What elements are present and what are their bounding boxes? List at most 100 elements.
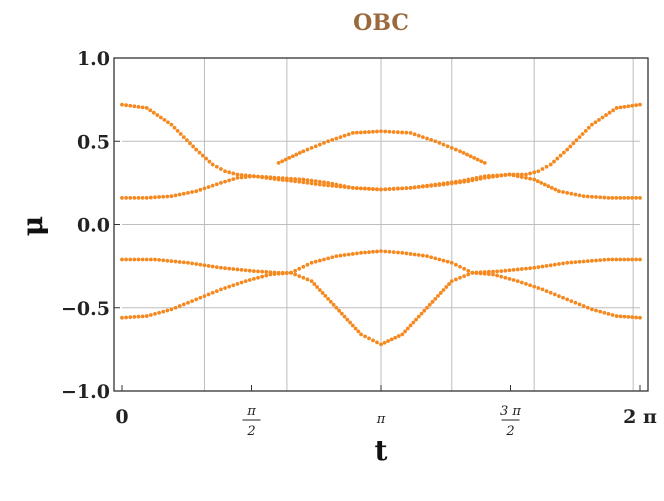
data-point xyxy=(334,305,339,310)
data-point xyxy=(293,272,298,277)
data-point xyxy=(223,169,227,174)
data-point xyxy=(227,178,232,183)
data-point xyxy=(408,185,413,190)
data-point xyxy=(169,259,174,264)
data-point xyxy=(611,108,616,113)
data-point xyxy=(280,176,285,181)
data-point xyxy=(144,257,149,262)
data-point xyxy=(590,194,594,199)
data-point xyxy=(309,146,314,150)
data-point xyxy=(322,183,326,187)
data-point xyxy=(252,174,256,179)
data-point xyxy=(132,315,137,319)
data-point xyxy=(144,106,149,110)
data-point xyxy=(124,195,129,200)
data-point xyxy=(353,326,358,331)
data-point xyxy=(524,172,528,177)
data-point xyxy=(614,195,619,200)
data-point xyxy=(618,314,623,319)
data-point xyxy=(462,266,467,271)
data-point xyxy=(568,144,573,149)
data-point xyxy=(169,194,174,199)
data-point xyxy=(630,257,635,262)
data-point xyxy=(429,183,434,187)
data-point xyxy=(359,332,363,337)
data-point xyxy=(466,268,471,273)
data-point xyxy=(395,130,400,135)
data-point xyxy=(470,176,475,181)
data-point xyxy=(172,125,177,130)
data-point xyxy=(260,274,265,279)
data-point xyxy=(478,175,483,179)
data-point xyxy=(124,257,129,262)
data-point xyxy=(227,284,232,289)
data-point xyxy=(339,311,344,316)
data-point xyxy=(581,304,586,308)
data-point xyxy=(515,267,520,272)
data-point xyxy=(528,266,532,271)
data-point xyxy=(272,175,277,180)
data-point xyxy=(338,183,343,188)
data-point xyxy=(416,133,421,138)
data-point xyxy=(458,264,462,269)
data-point xyxy=(515,279,520,284)
data-point xyxy=(408,252,413,256)
data-point xyxy=(367,250,371,255)
y-axis-ticks: 1.0 0.5 0.0 −0.5 −1.0 xyxy=(61,48,120,403)
data-point xyxy=(363,250,367,255)
data-point xyxy=(482,160,487,165)
x-tick-label: π xyxy=(376,412,386,427)
data-point xyxy=(590,307,594,312)
data-point xyxy=(503,275,508,280)
data-point xyxy=(157,257,161,262)
data-point xyxy=(548,290,553,295)
data-point xyxy=(638,195,642,200)
data-point xyxy=(574,138,579,143)
data-point xyxy=(256,275,260,280)
data-point xyxy=(313,259,318,264)
data-point xyxy=(315,285,320,289)
data-point xyxy=(136,195,141,200)
data-point xyxy=(416,314,421,319)
data-point xyxy=(367,186,371,191)
data-point xyxy=(614,257,619,262)
data-point xyxy=(128,195,133,200)
data-point xyxy=(614,106,619,110)
data-point xyxy=(437,182,442,186)
data-point xyxy=(120,102,124,107)
data-point xyxy=(153,311,157,316)
data-point xyxy=(198,262,203,267)
data-point xyxy=(153,195,157,200)
data-point xyxy=(181,302,186,307)
data-point xyxy=(606,195,611,200)
data-point xyxy=(561,190,565,194)
data-point xyxy=(532,265,537,270)
data-point xyxy=(491,272,495,277)
data-point xyxy=(458,179,462,184)
data-point xyxy=(175,128,180,133)
data-point xyxy=(128,257,133,262)
data-point xyxy=(421,184,425,189)
data-point xyxy=(598,195,603,200)
data-point xyxy=(334,254,339,259)
data-point xyxy=(536,169,541,174)
data-point xyxy=(330,137,335,142)
data-point xyxy=(524,175,528,180)
data-point xyxy=(449,260,454,265)
data-point xyxy=(200,153,205,158)
data-point xyxy=(120,315,124,320)
y-tick-label: 0.5 xyxy=(77,131,110,153)
data-point xyxy=(309,279,314,284)
data-point xyxy=(491,173,495,178)
data-point xyxy=(622,257,627,262)
data-point xyxy=(472,156,477,160)
data-point xyxy=(136,257,141,262)
data-point xyxy=(458,149,462,154)
data-point xyxy=(197,150,202,155)
data-point xyxy=(158,115,163,120)
data-point xyxy=(276,175,281,180)
data-point xyxy=(181,260,186,265)
data-point xyxy=(120,257,124,262)
data-point xyxy=(223,179,227,184)
